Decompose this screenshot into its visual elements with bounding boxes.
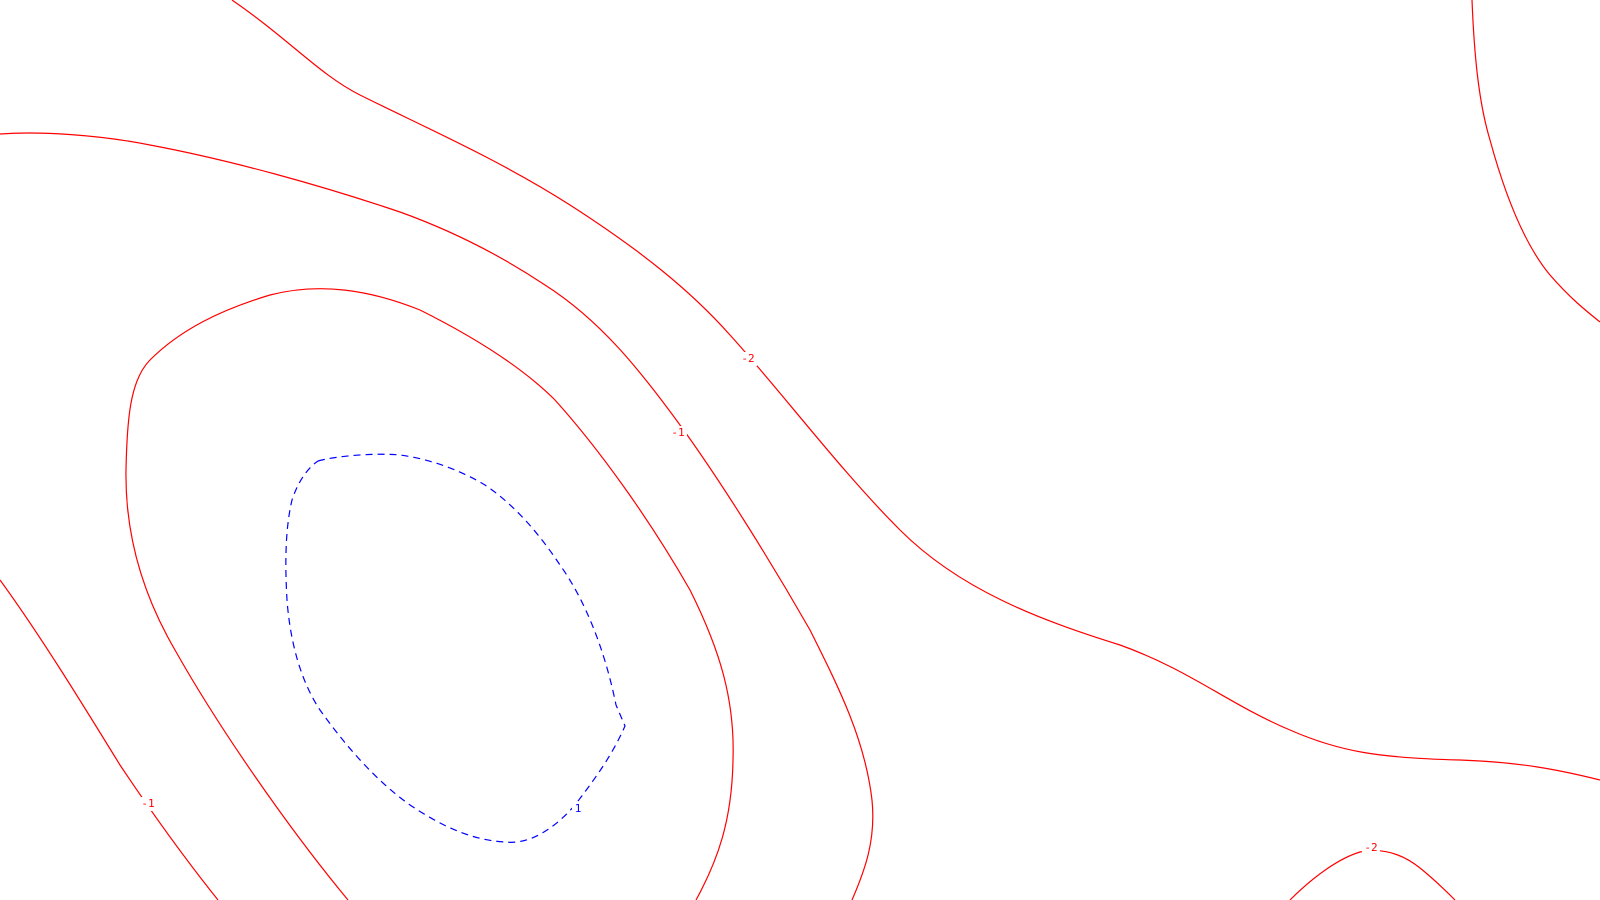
contour-line-top-left bbox=[231, 0, 1600, 781]
contour-line-top-right bbox=[1471, 0, 1600, 323]
contour-line-bottom-right bbox=[1289, 849, 1456, 900]
contour-line-positive-loop bbox=[285, 453, 626, 843]
contour-line-lower-left bbox=[0, 579, 219, 900]
contour-line-inner-loop bbox=[125, 288, 734, 900]
contour-label-positive-loop: 1 bbox=[575, 802, 582, 815]
contour-line-upper-middle bbox=[0, 132, 874, 900]
contour-label-upper-middle: -1 bbox=[671, 426, 684, 439]
contour-label-lower-left: -1 bbox=[141, 797, 154, 810]
contour-label-top-left: -2 bbox=[741, 352, 754, 365]
contour-label-bottom-right: -2 bbox=[1364, 841, 1377, 854]
